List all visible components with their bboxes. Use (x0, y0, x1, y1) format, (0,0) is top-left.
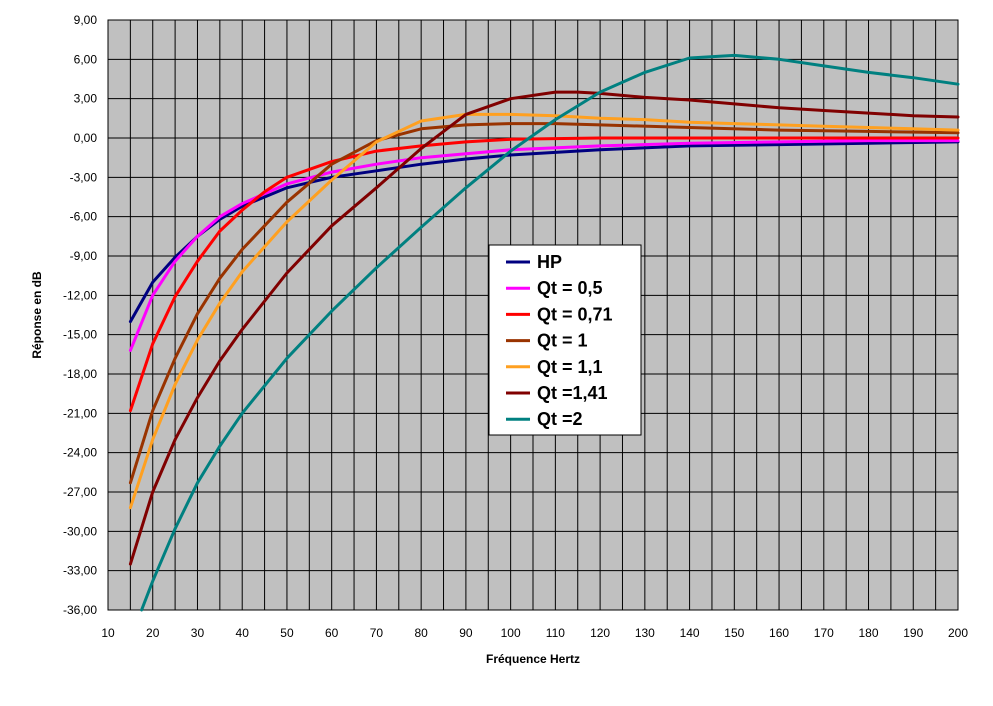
y-tick-label: -12,00 (63, 288, 97, 302)
y-tick-label: -15,00 (63, 328, 97, 342)
y-tick-label: -9,00 (70, 249, 98, 263)
x-tick-label: 130 (635, 626, 655, 640)
x-tick-label: 190 (903, 626, 923, 640)
y-tick-labels: 9,00 6,00 3,00 0,00 -3,00 -6,00 -9,00 -12,00 -15… (63, 13, 97, 617)
legend-label: HP (537, 252, 562, 272)
y-tick-label: -30,00 (63, 524, 97, 538)
y-tick-label: 0,00 (74, 131, 98, 145)
legend-label: Qt = 0,71 (537, 304, 613, 324)
series-line-2 (128, 136, 960, 413)
legend-label: Qt =1,41 (537, 383, 608, 403)
series-lines (128, 53, 960, 612)
y-tick-label: 3,00 (74, 92, 98, 106)
x-tick-label: 90 (459, 626, 473, 640)
x-tick-label: 150 (724, 626, 744, 640)
y-tick-label: 9,00 (74, 13, 98, 27)
legend-label: Qt = 0,5 (537, 278, 603, 298)
x-tick-label: 50 (280, 626, 294, 640)
x-tick-label: 80 (414, 626, 428, 640)
y-tick-label: -6,00 (70, 210, 98, 224)
y-tick-label: -21,00 (63, 406, 97, 420)
series-line-5 (128, 90, 960, 566)
y-tick-label: -18,00 (63, 367, 97, 381)
x-tick-label: 160 (769, 626, 789, 640)
y-tick-label: -27,00 (63, 485, 97, 499)
x-tick-label: 200 (948, 626, 968, 640)
x-tick-label: 100 (501, 626, 521, 640)
legend-label: Qt = 1 (537, 331, 588, 351)
x-tick-label: 140 (680, 626, 700, 640)
legend: HP Qt = 0,5 Qt = 0,71 Qt = 1 Qt = 1,1 Qt =1,4… (488, 244, 642, 436)
legend-label: Qt = 1,1 (537, 357, 603, 377)
x-tick-label: 20 (146, 626, 160, 640)
y-axis-title: Réponse en dB (30, 271, 44, 359)
y-tick-label: -24,00 (63, 446, 97, 460)
x-tick-label: 170 (814, 626, 834, 640)
y-tick-label: -36,00 (63, 603, 97, 617)
series-line-4 (128, 112, 960, 510)
y-tick-label: -33,00 (63, 564, 97, 578)
x-tick-label: 110 (546, 626, 565, 640)
x-tick-label: 60 (325, 626, 339, 640)
y-tick-label: 6,00 (74, 52, 98, 66)
x-tick-label: 70 (370, 626, 384, 640)
x-tick-label: 180 (859, 626, 879, 640)
x-tick-label: 120 (590, 626, 610, 640)
x-axis-title: Fréquence Hertz (486, 652, 580, 666)
x-tick-label: 10 (101, 626, 115, 640)
x-tick-label: 30 (191, 626, 205, 640)
series-line-3 (128, 122, 960, 485)
x-tick-label: 40 (236, 626, 250, 640)
series-line-1 (128, 139, 960, 352)
series-line-6 (140, 53, 960, 612)
y-tick-label: -3,00 (70, 170, 98, 184)
legend-label: Qt =2 (537, 409, 583, 429)
x-tick-labels: 10 20 30 40 50 60 70 80 90 100 110 120 130 140 150 160 1… (101, 626, 968, 640)
